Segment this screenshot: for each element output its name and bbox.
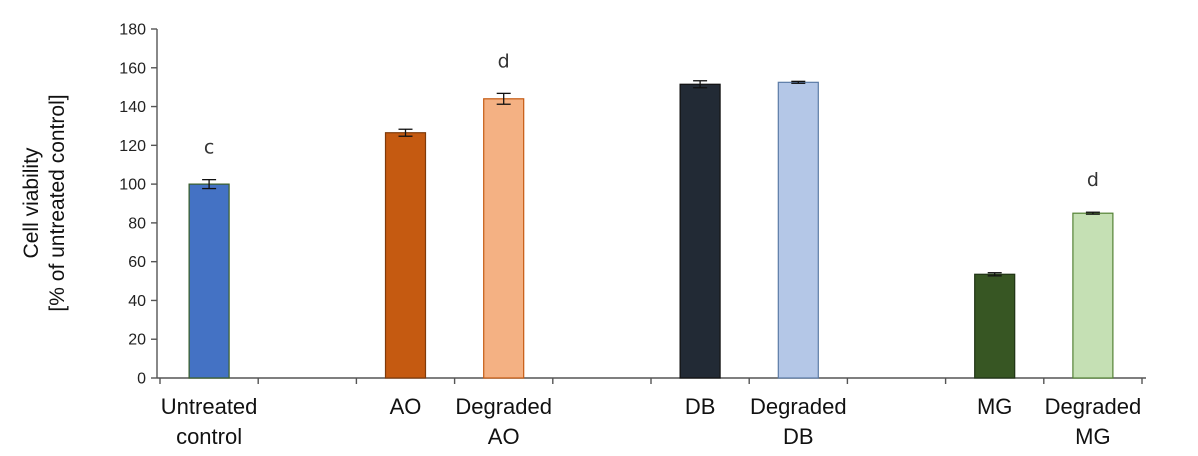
y-tick-label: 100 bbox=[119, 177, 146, 194]
x-category-label: Degraded DB bbox=[750, 394, 847, 449]
x-category-label-line: control bbox=[176, 424, 242, 449]
error-bar bbox=[987, 272, 1002, 277]
y-axis-title-line: Cell viability bbox=[20, 147, 43, 258]
x-category-label-line: MG bbox=[977, 394, 1012, 419]
error-bar bbox=[693, 80, 708, 89]
bar bbox=[679, 83, 721, 379]
bar bbox=[188, 183, 230, 379]
bars: c d d bbox=[188, 50, 1114, 379]
x-category-label-line: Degraded bbox=[750, 394, 847, 419]
significance-annotation: d bbox=[1087, 169, 1099, 191]
x-axis bbox=[157, 377, 1146, 384]
x-category-label-line: Degraded bbox=[1045, 394, 1142, 419]
x-axis-category-labels: Untreated control AO Degraded AO DB Degraded DB… bbox=[161, 394, 1141, 449]
x-category-label: AO bbox=[390, 394, 422, 419]
significance-annotation: d bbox=[498, 50, 510, 72]
bar bbox=[483, 98, 525, 379]
bar bbox=[777, 81, 819, 379]
y-tick-label: 20 bbox=[128, 332, 146, 349]
x-category-label: DB bbox=[685, 394, 716, 419]
error-bar bbox=[791, 80, 806, 84]
error-bar bbox=[202, 179, 217, 190]
y-tick-label: 0 bbox=[137, 371, 146, 388]
error-bar bbox=[398, 128, 413, 137]
y-tick-label: 120 bbox=[119, 138, 146, 155]
x-category-label-line: MG bbox=[1075, 424, 1110, 449]
x-category-label: MG bbox=[977, 394, 1012, 419]
x-category-label: Degraded MG bbox=[1045, 394, 1142, 449]
y-tick-label: 60 bbox=[128, 254, 146, 271]
y-axis-title: Cell viability [% of untreated control] bbox=[20, 94, 69, 311]
error-bar bbox=[496, 92, 511, 105]
significance-annotation: c bbox=[204, 137, 214, 159]
x-category-label-line: Untreated bbox=[161, 394, 258, 419]
y-tick-label: 140 bbox=[119, 99, 146, 116]
y-axis-title-line: [% of untreated control] bbox=[46, 94, 69, 311]
error-bar bbox=[1085, 211, 1100, 215]
y-axis-label: Cell viability [% of untreated control] bbox=[20, 94, 69, 311]
y-axis: 0 20 40 60 80 100 120 140 160 180 bbox=[119, 22, 158, 388]
x-category-label-line: DB bbox=[783, 424, 814, 449]
x-category-label: Untreated control bbox=[161, 394, 258, 449]
x-category-label: Degraded AO bbox=[455, 394, 552, 449]
bar bbox=[974, 273, 1016, 379]
y-tick-label: 160 bbox=[119, 60, 146, 77]
bar bbox=[1072, 212, 1114, 379]
y-tick-label: 180 bbox=[119, 22, 146, 39]
x-category-label-line: DB bbox=[685, 394, 716, 419]
x-category-label-line: AO bbox=[488, 424, 520, 449]
x-category-label-line: Degraded bbox=[455, 394, 552, 419]
x-category-label-line: AO bbox=[390, 394, 422, 419]
y-tick-label: 80 bbox=[128, 215, 146, 232]
y-tick-label: 40 bbox=[128, 293, 146, 310]
bar bbox=[384, 132, 427, 379]
